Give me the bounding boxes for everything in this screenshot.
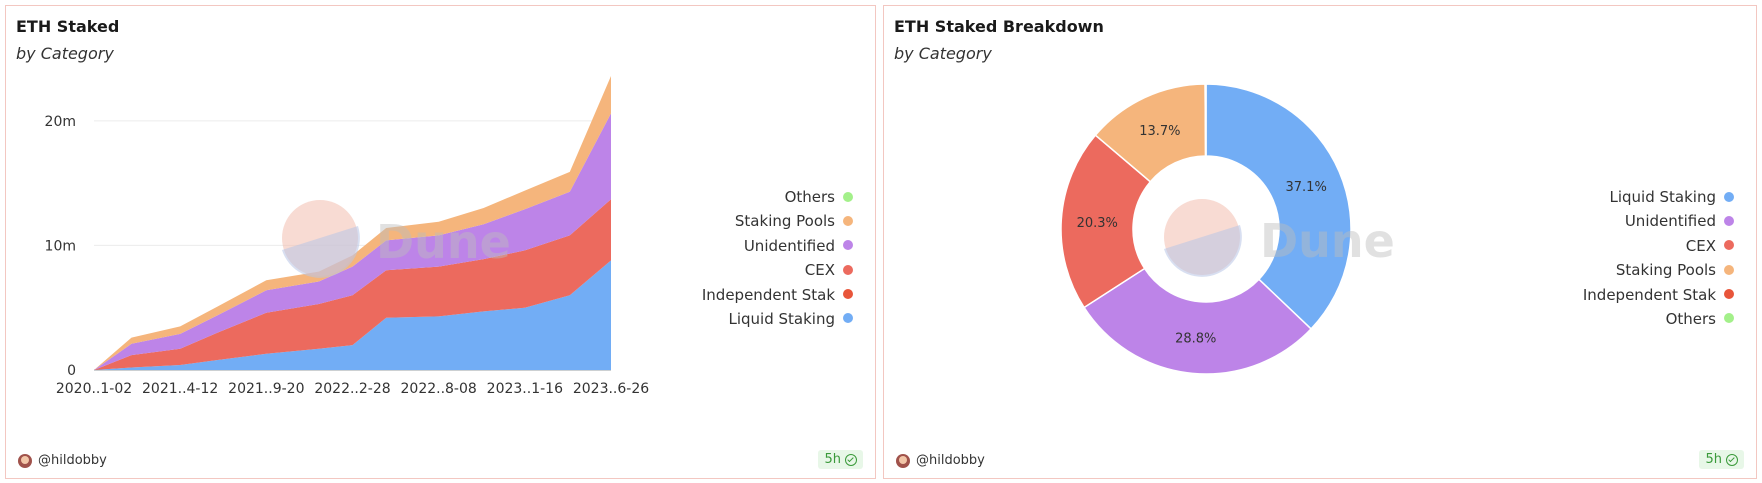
x-tick-label: 2021..4-12 bbox=[142, 381, 218, 397]
donut-chart-legend: Liquid Staking Unidentified CEX Staking Poo… bbox=[1583, 185, 1734, 331]
legend-item[interactable]: Liquid Staking bbox=[702, 307, 853, 331]
legend-item[interactable]: CEX bbox=[702, 258, 853, 282]
legend-label: Others bbox=[784, 188, 835, 206]
chart-subtitle: by Category bbox=[16, 44, 114, 63]
legend-swatch bbox=[1724, 191, 1734, 202]
x-tick-label: 2022..2-28 bbox=[314, 381, 390, 397]
author-link[interactable]: @hildobby bbox=[896, 453, 985, 468]
area-series-cex[interactable] bbox=[94, 199, 611, 370]
chart-subtitle: by Category bbox=[894, 44, 992, 63]
legend-swatch bbox=[843, 240, 853, 251]
refresh-age: 5h bbox=[824, 452, 841, 467]
legend-label: Unidentified bbox=[1624, 212, 1716, 231]
legend-swatch bbox=[843, 313, 853, 324]
area-chart-legend: Others Staking Pools Unidentified CEX Indepe… bbox=[702, 185, 853, 331]
legend-item[interactable]: CEX bbox=[1583, 234, 1734, 258]
legend-item[interactable]: Independent Stak bbox=[1583, 283, 1734, 307]
eth-staked-chart-panel: ETH Staked by Category 0 10m 20m 2020..1-02… bbox=[5, 5, 876, 479]
legend-item[interactable]: Others bbox=[702, 185, 853, 209]
legend-label: Liquid Staking bbox=[728, 309, 836, 328]
watermark-logo-shade bbox=[1164, 225, 1242, 277]
legend-swatch bbox=[1724, 289, 1734, 300]
slice-label: 20.3% bbox=[1077, 216, 1118, 231]
x-tick-label: 2023..6-26 bbox=[573, 381, 649, 397]
legend-swatch bbox=[1724, 313, 1734, 324]
slice-label: 37.1% bbox=[1286, 180, 1327, 195]
area-series-unidentified[interactable] bbox=[94, 113, 611, 371]
chart-title[interactable]: ETH Staked bbox=[16, 17, 120, 36]
dune-watermark: Dune bbox=[1164, 199, 1395, 277]
refresh-age: 5h bbox=[1705, 452, 1722, 467]
donut-chart-svg[interactable]: 37.1% 28.8% 20.3% 13.7% Dune bbox=[884, 6, 1758, 480]
legend-swatch bbox=[1724, 215, 1734, 226]
donut-slice-cex[interactable] bbox=[1060, 134, 1152, 309]
refresh-status-badge[interactable]: 5h bbox=[818, 450, 863, 469]
author-name: @hildobby bbox=[38, 453, 107, 468]
author-link[interactable]: @hildobby bbox=[18, 453, 107, 468]
eth-staked-breakdown-panel: ETH Staked Breakdown by Category 37.1% 28… bbox=[883, 5, 1757, 479]
legend-swatch bbox=[1724, 240, 1734, 251]
x-tick-label: 2022..8-08 bbox=[401, 381, 477, 397]
donut-slice-liquid-staking[interactable] bbox=[1205, 83, 1352, 330]
x-tick-label: 2023..1-16 bbox=[487, 381, 563, 397]
area-chart-svg[interactable]: 0 10m 20m 2020..1-02 2021..4-12 2021..9-20 202… bbox=[6, 6, 877, 480]
legend-label: CEX bbox=[804, 261, 835, 280]
legend-item[interactable]: Others bbox=[1583, 307, 1734, 331]
avatar bbox=[896, 453, 910, 468]
chart-title[interactable]: ETH Staked Breakdown bbox=[894, 17, 1104, 36]
avatar bbox=[18, 453, 32, 468]
area-series-liquid-staking[interactable] bbox=[94, 260, 611, 370]
legend-item[interactable]: Staking Pools bbox=[702, 209, 853, 233]
author-name: @hildobby bbox=[916, 453, 985, 468]
legend-item[interactable]: Unidentified bbox=[1583, 209, 1734, 233]
legend-label: Liquid Staking bbox=[1609, 188, 1717, 206]
legend-item[interactable]: Staking Pools bbox=[1583, 258, 1734, 282]
legend-label: Independent Stak bbox=[701, 285, 835, 304]
legend-swatch bbox=[1724, 264, 1734, 275]
x-tick-label: 2021..9-20 bbox=[228, 381, 304, 397]
dune-watermark: Dune bbox=[282, 200, 511, 278]
legend-label: CEX bbox=[1685, 236, 1716, 255]
check-circle-icon bbox=[1726, 453, 1738, 466]
area-series-staking-pools[interactable] bbox=[94, 76, 611, 370]
y-tick-label: 0 bbox=[67, 363, 76, 379]
legend-label: Unidentified bbox=[743, 236, 835, 255]
legend-swatch bbox=[843, 215, 853, 226]
legend-swatch bbox=[843, 289, 853, 300]
legend-item[interactable]: Independent Stak bbox=[702, 283, 853, 307]
watermark-text: Dune bbox=[376, 215, 511, 269]
legend-label: Staking Pools bbox=[734, 212, 835, 231]
legend-item[interactable]: Liquid Staking bbox=[1583, 185, 1734, 209]
watermark-text: Dune bbox=[1260, 214, 1395, 268]
legend-swatch bbox=[843, 191, 853, 202]
x-tick-label: 2020..1-02 bbox=[56, 381, 132, 397]
check-circle-icon bbox=[845, 453, 857, 466]
legend-label: Independent Stak bbox=[1582, 285, 1716, 304]
y-tick-label: 20m bbox=[45, 114, 76, 130]
refresh-status-badge[interactable]: 5h bbox=[1699, 450, 1744, 469]
legend-label: Staking Pools bbox=[1615, 261, 1716, 280]
legend-label: Others bbox=[1665, 309, 1716, 328]
donut-slice-unidentified[interactable] bbox=[1083, 267, 1313, 375]
legend-item[interactable]: Unidentified bbox=[702, 234, 853, 258]
watermark-logo-shade bbox=[282, 226, 360, 278]
slice-label: 13.7% bbox=[1139, 124, 1180, 139]
y-tick-label: 10m bbox=[45, 238, 76, 254]
slice-label: 28.8% bbox=[1175, 332, 1216, 347]
legend-swatch bbox=[843, 264, 853, 275]
